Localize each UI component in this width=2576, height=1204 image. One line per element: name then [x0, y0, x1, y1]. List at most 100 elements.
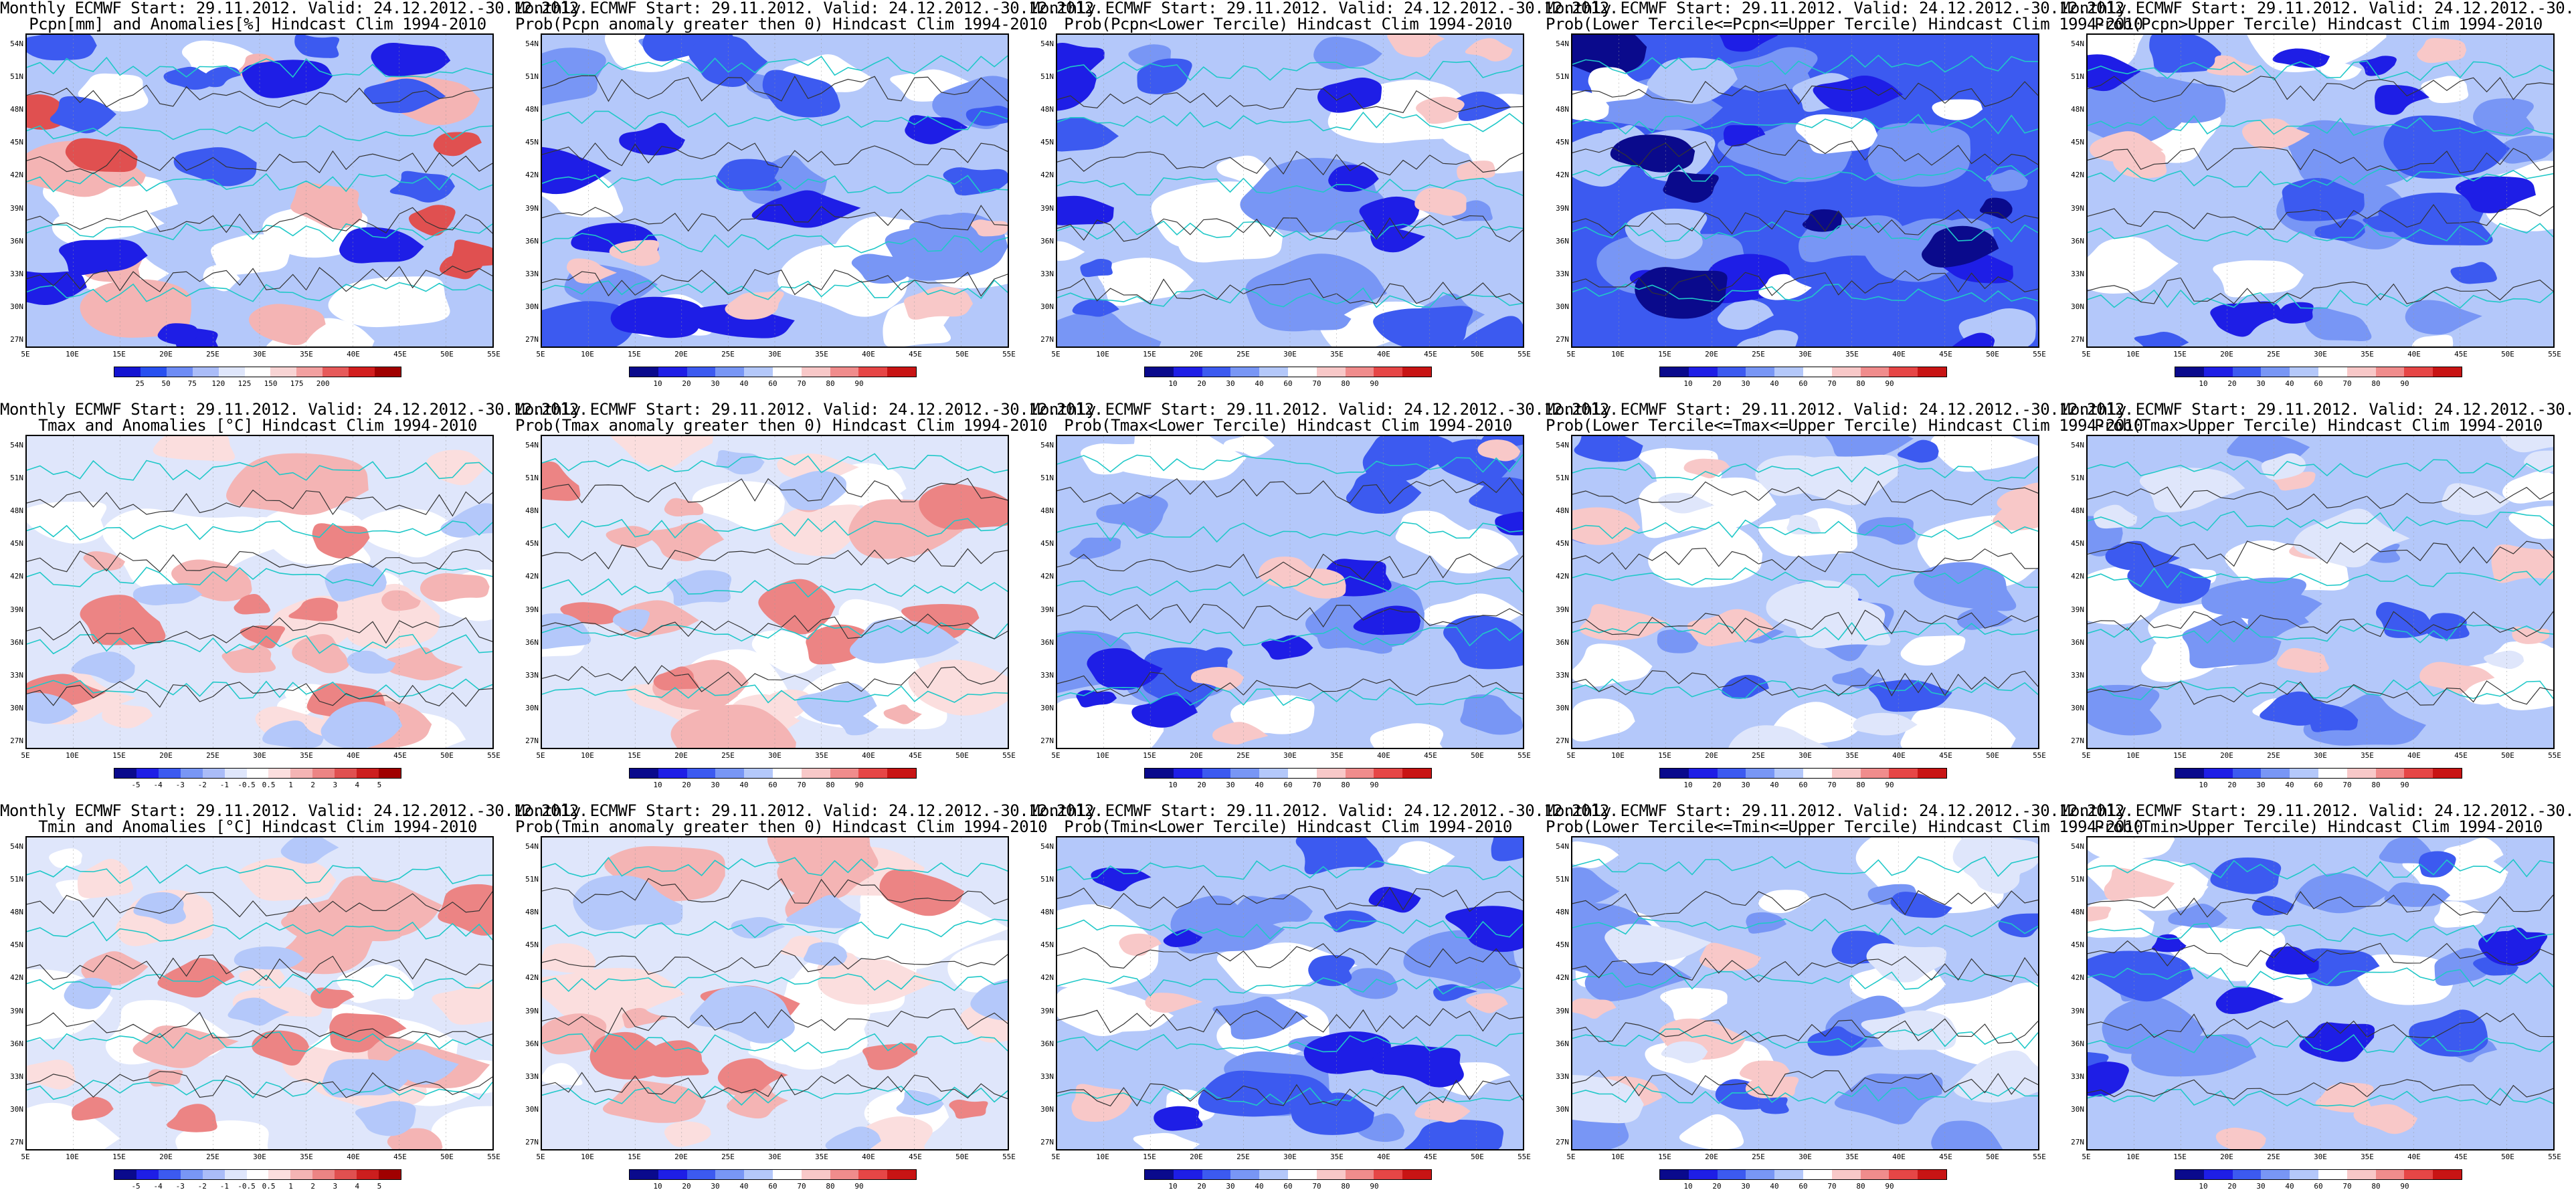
coastline	[27, 520, 492, 541]
field-region	[1679, 1114, 1744, 1149]
field-region	[653, 666, 699, 691]
lon-label: 25E	[2267, 1152, 2280, 1161]
colorbar-segment	[2318, 367, 2347, 377]
lon-label: 15E	[1143, 751, 1156, 760]
colorbar-tick-label: 40	[1770, 781, 1779, 789]
lon-label: 35E	[815, 350, 828, 359]
map-panel-pcpn-anomaly: Monthly ECMWF Start: 29.11.2012. Valid: …	[0, 0, 588, 401]
field-region	[1198, 1070, 1336, 1117]
colorbar-segment	[858, 1170, 888, 1179]
field-region	[779, 470, 847, 510]
field-region	[908, 660, 1008, 716]
lon-label: 5E	[21, 350, 30, 359]
lat-label: 33N	[10, 670, 23, 680]
coastline	[2088, 114, 2553, 136]
lon-label: 25E	[721, 350, 735, 359]
panel-title-line2: Prob(Lower Tercile<=Pcpn<=Upper Tercile)…	[1546, 15, 2143, 33]
forecast-map	[1056, 33, 1524, 348]
field-region	[1212, 996, 1309, 1040]
field-region	[1857, 517, 1916, 545]
field-region	[1416, 96, 1465, 124]
field-region	[1069, 537, 1121, 559]
colorbar-tick-label: 10	[1683, 781, 1693, 789]
field-region	[2450, 262, 2497, 284]
field-region	[356, 508, 463, 558]
lon-label: 5E	[536, 350, 545, 359]
colorbar-segment	[1774, 769, 1803, 778]
field-region	[2088, 54, 2141, 92]
colorbar-segment	[1860, 1170, 1890, 1179]
lat-label: 54N	[1040, 441, 1054, 449]
lon-label: 25E	[1236, 751, 1250, 760]
lat-label: 54N	[2071, 441, 2084, 449]
lat-label: 39N	[1040, 605, 1054, 614]
coastline	[1057, 111, 1523, 132]
field-region	[2473, 98, 2535, 137]
field-region	[1647, 58, 1738, 104]
colorbar-tick-label: 80	[2371, 1182, 2381, 1191]
field-region	[1979, 197, 2013, 219]
lat-label: 54N	[2071, 842, 2084, 851]
contour-line	[27, 891, 492, 918]
field-region	[1057, 241, 1085, 261]
lat-label: 30N	[1040, 1104, 1054, 1114]
contour-line	[1572, 669, 2038, 697]
panel-title-line2: Tmin and Anomalies [°C] Hindcast Clim 19…	[38, 817, 477, 836]
field-region	[1832, 668, 1886, 689]
field-region	[2498, 135, 2553, 164]
colorbar-tick-label: 125	[238, 379, 252, 388]
contour-line	[27, 266, 492, 292]
field-region	[1445, 906, 1523, 952]
colorbar-segment	[246, 1170, 269, 1179]
colorbar-segment	[658, 769, 687, 778]
lat-label: 36N	[10, 1039, 23, 1048]
lat-label: 36N	[2071, 637, 2084, 647]
field-region	[1867, 123, 1971, 187]
colorbar-segment	[744, 367, 773, 377]
lon-label: 35E	[2361, 1152, 2374, 1161]
lat-label: 51N	[10, 474, 23, 483]
field-region	[157, 323, 199, 345]
lon-label: 20E	[159, 751, 173, 760]
field-region	[153, 436, 236, 462]
field-region	[1574, 436, 1643, 462]
lat-label: 33N	[1556, 670, 1569, 680]
colorbar-segment	[715, 769, 745, 778]
map-panel-pcpn-prob-gt0: Monthly ECMWF Start: 29.11.2012. Valid: …	[515, 0, 1103, 401]
lon-label: 10E	[1096, 350, 1109, 359]
field-region	[1212, 722, 1269, 745]
lon-label: 20E	[1190, 1152, 1203, 1161]
field-region	[2201, 577, 2306, 622]
colorbar	[629, 768, 917, 779]
panel-title: Monthly ECMWF Start: 29.11.2012. Valid: …	[1030, 401, 1619, 433]
lon-label: 15E	[2173, 751, 2187, 760]
colorbar-segment	[2261, 769, 2290, 778]
lat-label: 27N	[1556, 736, 1569, 745]
colorbar-tick-label: 10	[1168, 379, 1178, 388]
lon-label: 5E	[2082, 350, 2091, 359]
lon-label: 45E	[2454, 350, 2468, 359]
lon-label: 55E	[2033, 1152, 2046, 1161]
lat-label: 42N	[525, 171, 539, 180]
colorbar-tick-label: -0.5	[238, 781, 256, 789]
field-region	[758, 579, 836, 635]
colorbar-segment	[2433, 769, 2462, 778]
lat-label: 33N	[10, 269, 23, 278]
field-region	[2421, 76, 2469, 104]
field-region	[312, 523, 370, 559]
lat-label: 54N	[1040, 39, 1054, 48]
field-region	[1739, 1060, 1790, 1084]
lat-label: 33N	[2071, 269, 2084, 278]
colorbar-tick-label: 20	[1197, 1182, 1206, 1191]
colorbar-segment	[246, 769, 269, 778]
field-region	[1914, 562, 2017, 611]
lat-label: 33N	[1040, 269, 1054, 278]
lat-label: 36N	[1040, 637, 1054, 647]
field-region	[2088, 237, 2179, 294]
field-region	[371, 42, 451, 77]
field-region	[2434, 948, 2491, 986]
colorbar-segment	[801, 769, 830, 778]
colorbar-tick-label: -3	[175, 781, 185, 789]
colorbar-tick-label: 40	[2285, 781, 2294, 789]
field-region	[2304, 306, 2372, 341]
